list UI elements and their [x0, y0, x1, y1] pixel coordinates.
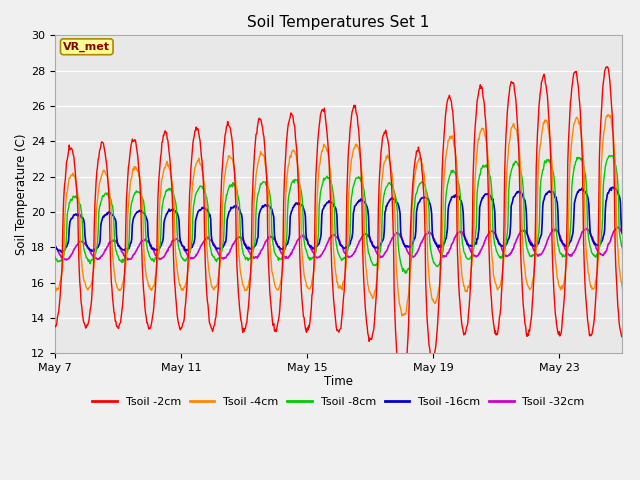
- Legend: Tsoil -2cm, Tsoil -4cm, Tsoil -8cm, Tsoil -16cm, Tsoil -32cm: Tsoil -2cm, Tsoil -4cm, Tsoil -8cm, Tsoi…: [88, 393, 589, 411]
- Text: VR_met: VR_met: [63, 42, 110, 52]
- Title: Soil Temperatures Set 1: Soil Temperatures Set 1: [248, 15, 429, 30]
- Y-axis label: Soil Temperature (C): Soil Temperature (C): [15, 133, 28, 255]
- X-axis label: Time: Time: [324, 374, 353, 387]
